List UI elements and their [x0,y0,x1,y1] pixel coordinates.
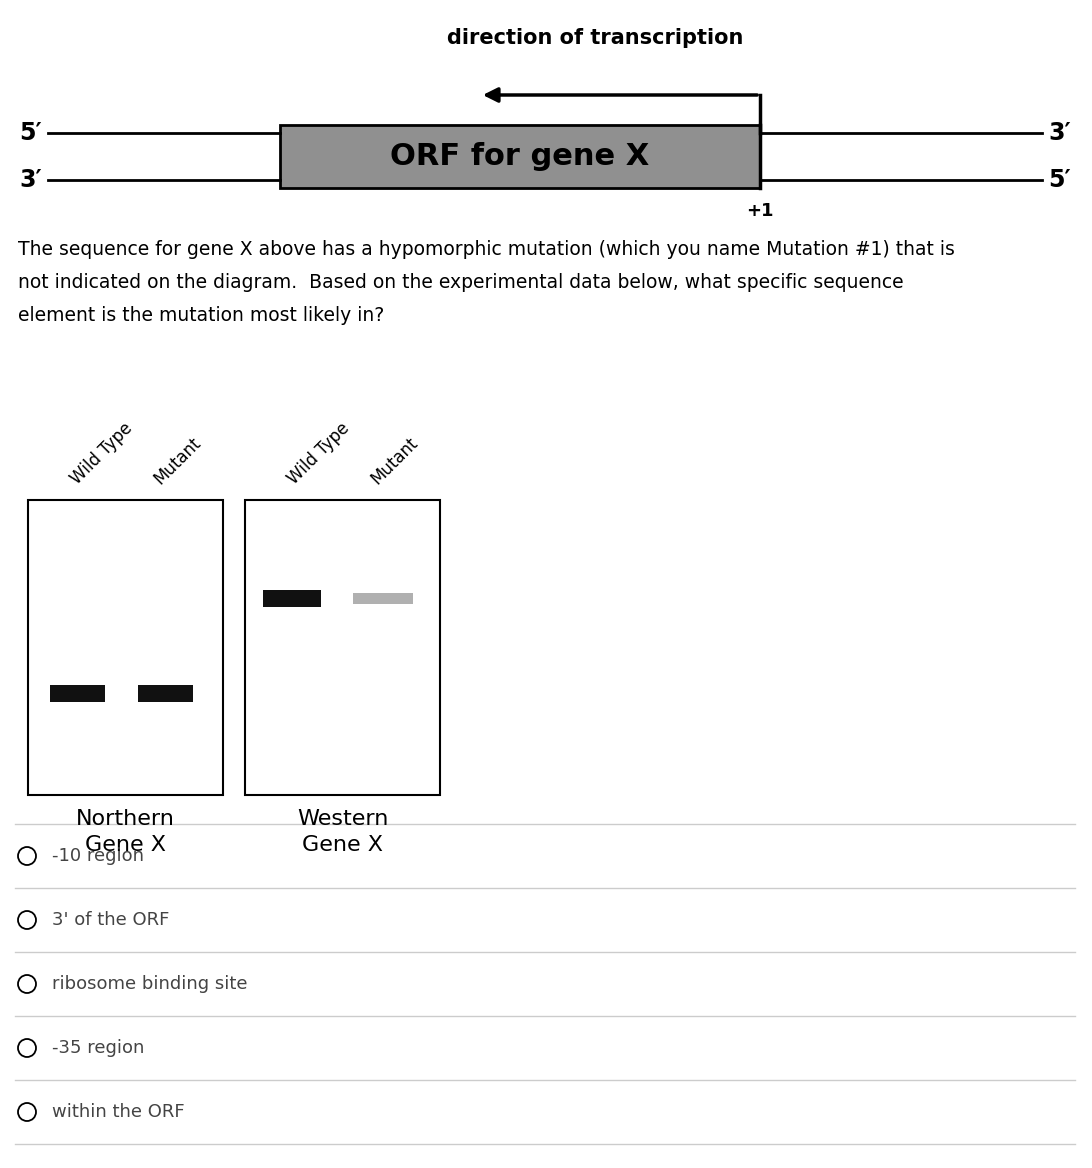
Bar [50,684,105,702]
Text: 5′: 5′ [1048,168,1071,192]
Text: -35 region: -35 region [52,1040,144,1057]
Text: direction of transcription: direction of transcription [447,28,744,48]
Text: 5′: 5′ [20,121,41,145]
Bar [138,684,193,702]
Text: Mutant: Mutant [367,433,422,488]
Bar [280,125,760,188]
Text: ribosome binding site: ribosome binding site [52,975,248,993]
Text: within the ORF: within the ORF [52,1103,185,1121]
Bar [353,593,413,604]
Text: 3′: 3′ [1048,121,1071,145]
Text: Northern: Northern [76,809,175,829]
Text: Wild Type: Wild Type [68,419,136,488]
Text: not indicated on the diagram.  Based on the experimental data below, what specif: not indicated on the diagram. Based on t… [17,273,903,292]
Bar [263,590,321,607]
Text: Gene X: Gene X [302,835,383,855]
Text: 3′: 3′ [20,168,41,192]
Bar [245,500,440,795]
Text: -10 region: -10 region [52,847,144,865]
Bar [28,500,223,795]
Text: Wild Type: Wild Type [284,419,353,488]
Text: +1: +1 [746,202,774,220]
Text: ORF for gene X: ORF for gene X [390,142,650,171]
Text: Gene X: Gene X [85,835,166,855]
Text: Mutant: Mutant [151,433,204,488]
Text: 3' of the ORF: 3' of the ORF [52,911,169,929]
Text: element is the mutation most likely in?: element is the mutation most likely in? [17,306,384,325]
Text: Western: Western [297,809,388,829]
Text: The sequence for gene X above has a hypomorphic mutation (which you name Mutatio: The sequence for gene X above has a hypo… [17,239,954,259]
